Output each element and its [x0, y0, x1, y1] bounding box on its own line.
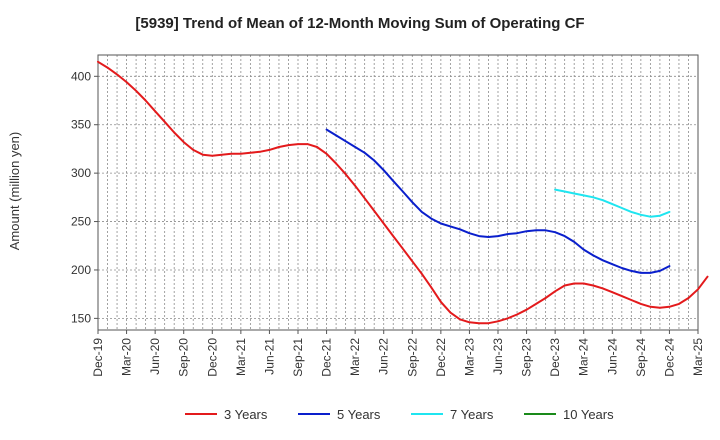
x-tick-label: Jun-22 [377, 338, 391, 375]
y-tick-label: 150 [71, 311, 91, 325]
y-ticks: 150 200 250 300 350 400 [71, 69, 98, 325]
plot-area [97, 54, 699, 331]
y-tick-label: 400 [71, 69, 91, 83]
y-tick-label: 250 [71, 215, 91, 229]
x-tick-label: Jun-21 [262, 338, 276, 375]
series-line-5-years [325, 128, 671, 274]
x-tick-label: Sep-20 [177, 338, 191, 377]
x-tick-label: Dec-22 [434, 338, 448, 377]
x-tick-label: Mar-24 [577, 338, 591, 376]
x-tick-label: Dec-20 [205, 338, 219, 377]
x-tick-label: Dec-21 [320, 338, 334, 377]
y-axis-label: Amount (million yen) [7, 132, 22, 251]
x-tick-label: Sep-21 [291, 338, 305, 377]
x-ticks: Dec-19 Mar-20 Jun-20 Sep-20 Dec-20 Mar-21 Jun-… [91, 330, 705, 377]
x-tick-label: Mar-25 [691, 338, 705, 376]
series-line-3-years [97, 60, 709, 325]
x-tick-label: Sep-22 [405, 338, 419, 377]
x-tick-label: Dec-23 [548, 338, 562, 377]
x-tick-label: Sep-24 [634, 338, 648, 377]
x-tick-label: Mar-20 [120, 338, 134, 376]
x-tick-label: Mar-23 [462, 338, 476, 376]
x-tick-label: Sep-23 [520, 338, 534, 377]
chart-title: [5939] Trend of Mean of 12-Month Moving … [135, 15, 584, 32]
y-tick-label: 200 [71, 263, 91, 277]
series-line-7-years [554, 188, 671, 218]
x-tick-label: Jun-23 [491, 338, 505, 375]
legend-label-3-years: 3 Years [224, 407, 268, 422]
x-tick-label: Jun-20 [148, 338, 162, 375]
legend-label-10-years: 10 Years [563, 407, 614, 422]
series-lines [97, 60, 709, 325]
y-tick-label: 300 [71, 166, 91, 180]
x-tick-label: Jun-24 [605, 338, 619, 375]
legend: 3 Years 5 Years 7 Years 10 Years [185, 407, 614, 422]
legend-label-5-years: 5 Years [337, 407, 381, 422]
x-tick-label: Mar-22 [348, 338, 362, 376]
y-tick-label: 350 [71, 118, 91, 132]
x-tick-label: Dec-24 [662, 338, 676, 377]
x-tick-label: Dec-19 [91, 338, 105, 377]
x-tick-label: Mar-21 [234, 338, 248, 376]
gridlines [98, 55, 698, 330]
legend-label-7-years: 7 Years [450, 407, 494, 422]
